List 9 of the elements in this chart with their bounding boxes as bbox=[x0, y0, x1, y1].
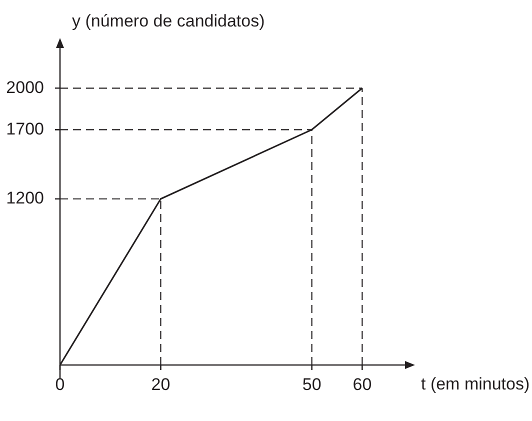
x-tick-label: 50 bbox=[302, 374, 322, 394]
x-tick-label: 20 bbox=[151, 374, 170, 394]
x-tick-label: 60 bbox=[352, 374, 372, 394]
y-tick-label: 2000 bbox=[6, 78, 44, 97]
x-tick-label: 0 bbox=[55, 374, 65, 394]
y-axis-title: y (número de candidatos) bbox=[72, 12, 265, 31]
x-axis-title: t (em minutos) bbox=[421, 374, 530, 394]
y-tick-label: 1200 bbox=[6, 188, 44, 208]
y-tick-label: 1700 bbox=[6, 119, 44, 138]
